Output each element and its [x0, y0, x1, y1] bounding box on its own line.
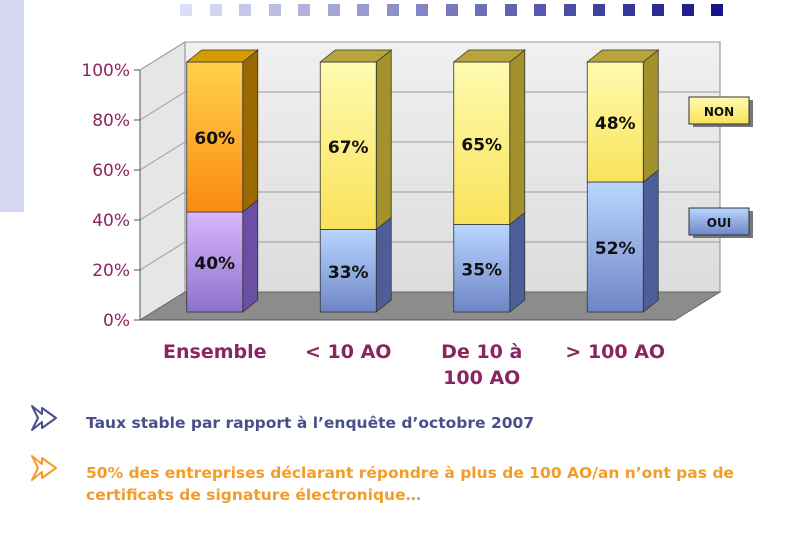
decorative-square — [327, 4, 340, 16]
data-label: 40% — [194, 254, 235, 274]
decorative-square — [534, 4, 546, 16]
y-tick-label: 100% — [81, 61, 130, 81]
gridline — [139, 41, 720, 71]
y-tick-label: 0% — [103, 311, 130, 331]
data-label: 35% — [461, 260, 502, 280]
decorative-square — [416, 4, 428, 16]
data-label: 67% — [328, 138, 369, 158]
bar-segment-non — [586, 61, 644, 183]
bar-segment-oui — [453, 224, 511, 313]
category-label: > 100 AO — [565, 341, 665, 363]
decorative-square — [652, 4, 664, 16]
decorative-square — [298, 4, 310, 16]
decorative-square — [622, 4, 635, 16]
legend-label: NON — [704, 105, 734, 119]
decorative-square — [475, 4, 487, 16]
decorative-square — [711, 4, 723, 16]
bar-side-oui — [642, 169, 659, 313]
decorative-square — [445, 4, 458, 16]
gridline — [139, 241, 720, 271]
bar-side-oui — [242, 199, 259, 313]
bar-side-non — [375, 49, 392, 231]
bar-top — [452, 49, 526, 63]
bar-segment-non — [186, 61, 244, 213]
decorative-square — [386, 4, 399, 16]
arrow-bullet-icon — [28, 400, 62, 438]
bar-top — [586, 49, 660, 63]
y-tick-label: 80% — [92, 111, 130, 131]
y-tick-label: 60% — [92, 161, 130, 181]
data-label: 60% — [194, 129, 235, 149]
decorative-square — [563, 4, 576, 16]
legend-box-oui — [688, 207, 750, 236]
bar-segment-non — [453, 61, 511, 225]
bar-side-non — [509, 49, 526, 226]
decorative-square — [239, 4, 251, 16]
bar-side-non — [242, 49, 259, 213]
data-label: 48% — [595, 114, 636, 134]
category-label: 100 AO — [443, 367, 520, 389]
bar-segment-non — [319, 61, 377, 230]
bar-top — [185, 49, 259, 63]
gridline — [139, 191, 720, 221]
y-tick-label: 20% — [92, 261, 130, 281]
bar-side-oui — [509, 211, 526, 313]
decorative-side-bar — [0, 0, 24, 212]
decorative-square — [209, 4, 222, 16]
decorative-square — [357, 4, 369, 16]
bullet-text-2: 50% des entreprises déclarant répondre à… — [86, 464, 734, 504]
arrow-bullet-icon — [28, 450, 62, 488]
data-label: 33% — [328, 263, 369, 283]
category-label: < 10 AO — [305, 341, 391, 363]
category-label: De 10 à — [441, 341, 522, 363]
bar-side-oui — [375, 216, 392, 313]
gridline — [139, 91, 720, 121]
side-wall — [139, 41, 186, 321]
data-label: 65% — [461, 135, 502, 155]
bar-segment-oui — [186, 211, 244, 313]
decorative-square — [268, 4, 281, 16]
bar-segment-oui — [586, 181, 644, 313]
data-label: 52% — [595, 239, 636, 259]
legend-label: OUI — [707, 216, 731, 230]
legend-box-non — [688, 96, 750, 125]
decorative-square — [504, 4, 517, 16]
decorative-square — [593, 4, 605, 16]
bullet-text-1: Taux stable par rapport à l’enquête d’oc… — [86, 414, 535, 432]
gridline — [139, 141, 720, 171]
bar-side-non — [642, 49, 659, 183]
decorative-square — [180, 4, 192, 16]
bar-top — [319, 49, 393, 63]
decorative-square — [681, 4, 694, 16]
stacked-bar-chart: 0% 20% 40% 60% 80% 100% 40% 60% Ensemble 33% 67% < … — [81, 41, 753, 389]
category-label: Ensemble — [163, 341, 267, 363]
y-tick-label: 40% — [92, 211, 130, 231]
